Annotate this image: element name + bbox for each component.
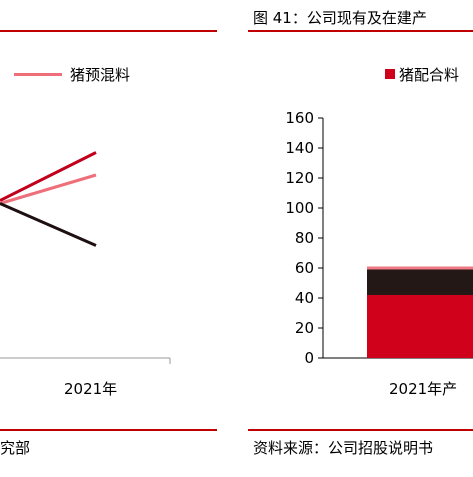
right-y-tick-label: 120	[285, 169, 314, 187]
right-bar-chart: 0 20 40 60 80 100 120 140 160	[285, 109, 473, 367]
right-y-tick-label: 160	[285, 109, 314, 127]
right-top-rule	[248, 30, 473, 32]
right-source-text: 资料来源：公司招股说明书	[253, 439, 434, 457]
left-x-tick-label: 2021年	[64, 380, 118, 398]
right-legend-swatch	[385, 69, 395, 79]
left-source-text: 究部	[0, 439, 31, 457]
right-y-tick-label: 0	[304, 349, 314, 367]
left-series-line-1	[0, 173, 97, 205]
right-bar-segment-0	[367, 295, 473, 358]
right-legend-label: 猪配合料	[399, 66, 460, 84]
right-y-tick-label: 140	[285, 139, 314, 157]
right-bar-segment-1	[367, 269, 473, 295]
right-panel-title: 图 41：公司现有及在建产	[253, 9, 427, 27]
left-line-chart	[0, 151, 171, 364]
right-y-tick-label: 20	[295, 319, 314, 337]
left-legend-label: 猪预混料	[70, 66, 131, 84]
left-series-line-0	[0, 151, 97, 202]
right-y-tick-label: 80	[295, 229, 314, 247]
right-bar-segment-2	[367, 266, 473, 270]
right-bottom-rule	[248, 429, 473, 431]
right-y-tick-label: 100	[285, 199, 314, 217]
right-y-tick-label: 60	[295, 259, 314, 277]
left-bottom-rule	[0, 429, 217, 431]
right-x-tick-label: 2021年产	[389, 380, 458, 398]
left-top-rule	[0, 30, 217, 32]
right-y-tick-label: 40	[295, 289, 314, 307]
left-series-line-2	[0, 202, 97, 247]
left-legend-swatch	[14, 73, 62, 76]
